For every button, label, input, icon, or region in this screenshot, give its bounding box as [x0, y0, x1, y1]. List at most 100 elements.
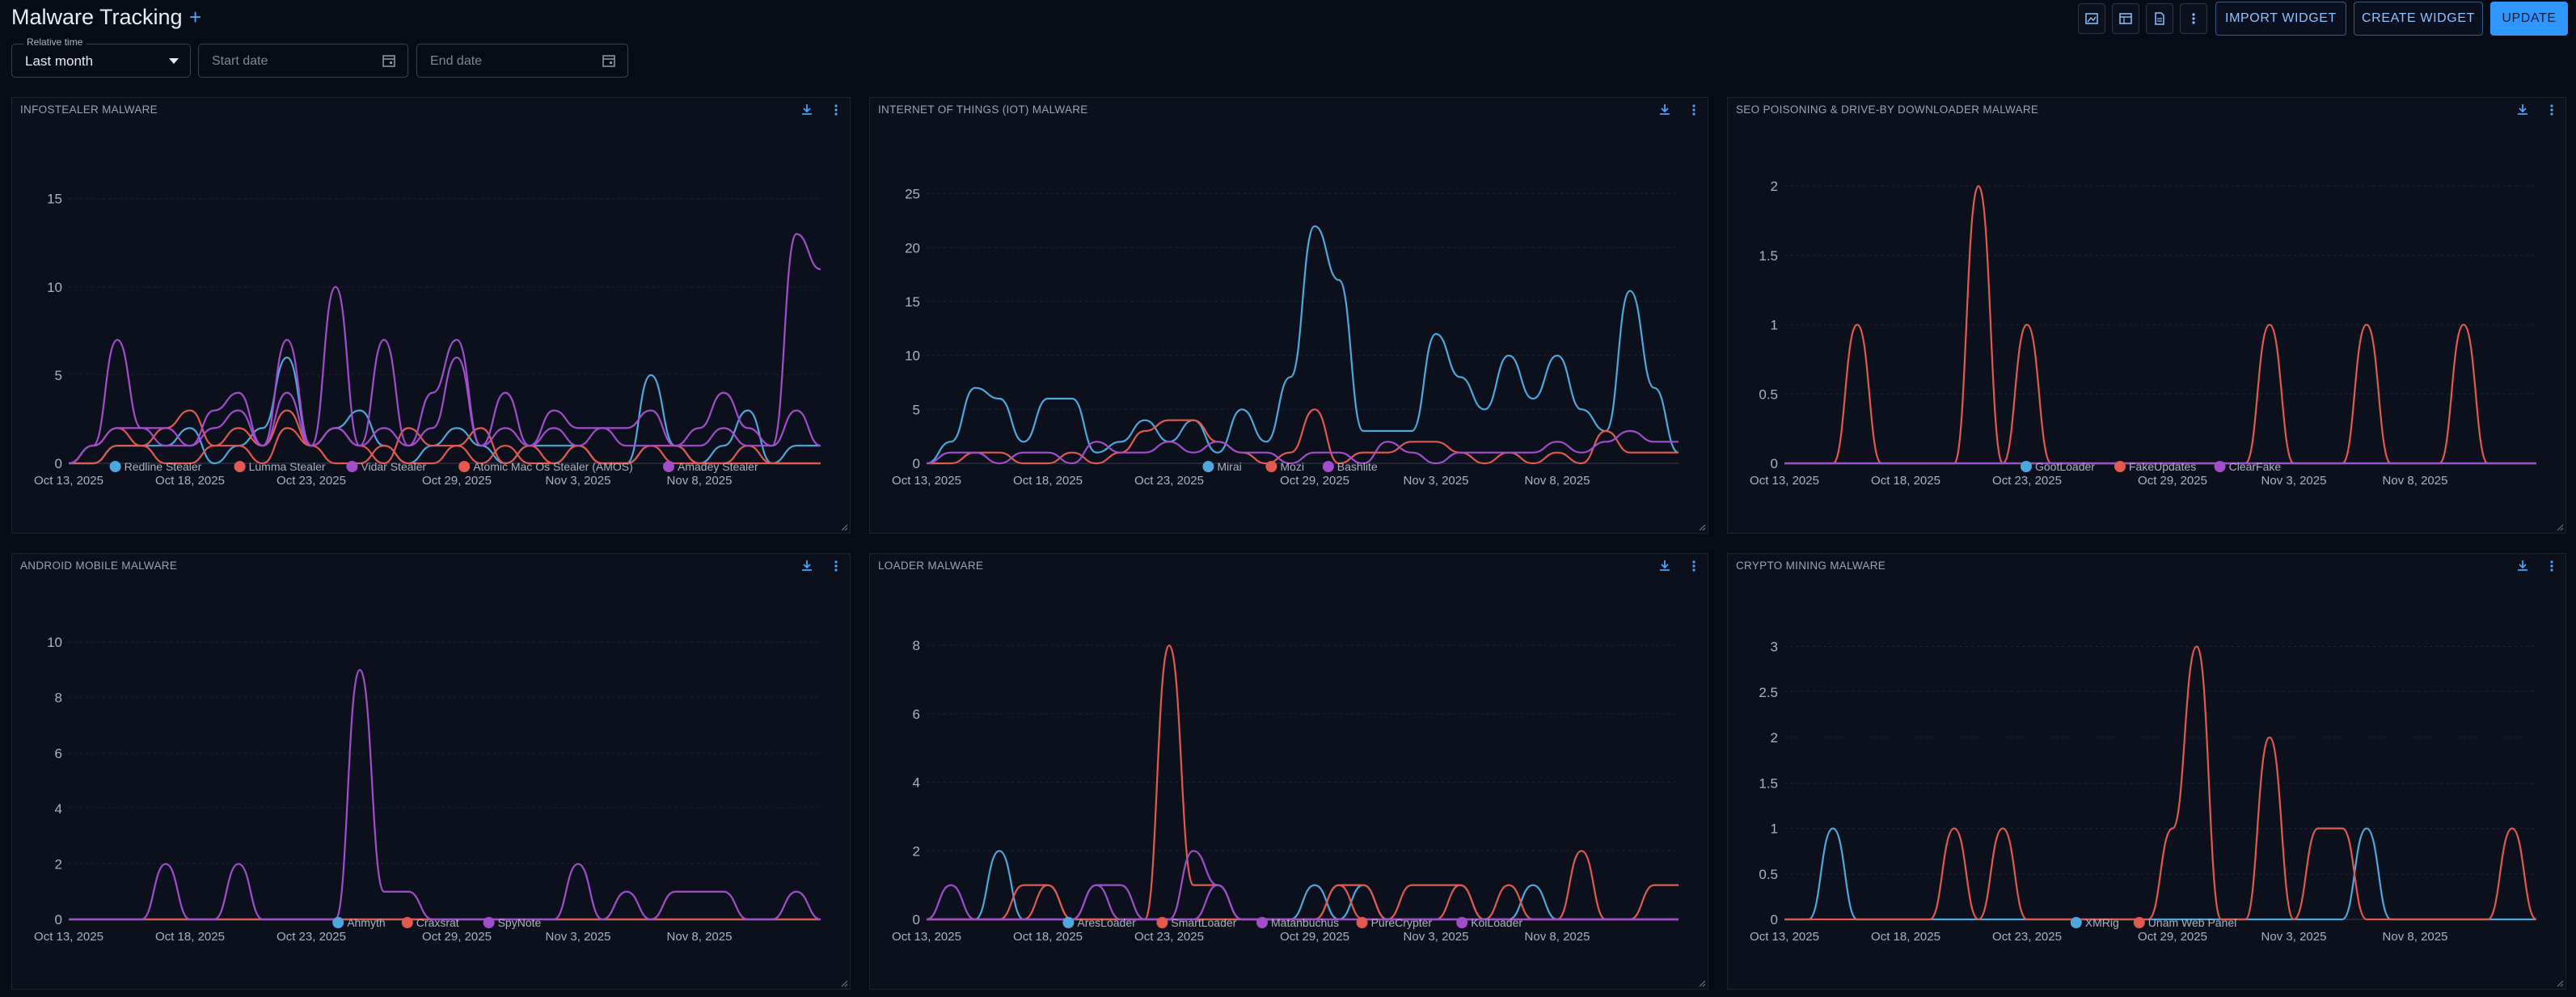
legend-swatch[interactable] [2070, 917, 2082, 928]
x-tick-label: Nov 3, 2025 [546, 474, 611, 488]
image-export-button[interactable] [2078, 3, 2105, 34]
series-line[interactable] [68, 356, 821, 465]
x-tick-label: Oct 29, 2025 [1280, 930, 1349, 944]
legend-label[interactable]: Mozi [1280, 460, 1304, 473]
legend-label[interactable]: Matanbuchus [1271, 916, 1339, 929]
series-line[interactable] [927, 884, 1679, 921]
add-dashboard-button[interactable]: + [189, 5, 202, 29]
legend-label[interactable]: KoiLoader [1471, 916, 1522, 929]
legend-label[interactable]: XMRig [2085, 916, 2119, 929]
series-line[interactable] [926, 225, 1679, 465]
series-line[interactable] [69, 356, 821, 465]
legend-swatch[interactable] [1265, 461, 1277, 472]
legend-swatch[interactable] [1456, 917, 1468, 928]
legend-label[interactable]: Mirai [1217, 460, 1241, 473]
y-tick-label: 4 [913, 775, 920, 791]
legend-swatch[interactable] [458, 461, 471, 472]
series-line[interactable] [1784, 645, 2537, 921]
legend-swatch[interactable] [2021, 461, 2032, 472]
relative-time-select[interactable]: Relative time Last month [11, 36, 191, 78]
download-icon[interactable] [2515, 103, 2530, 117]
more-vertical-icon[interactable] [829, 559, 843, 573]
download-icon[interactable] [800, 559, 814, 573]
y-tick-label: 20 [905, 240, 920, 256]
resize-handle-icon[interactable] [2556, 979, 2564, 987]
legend-label[interactable]: Amadey Stealer [678, 460, 758, 473]
download-icon[interactable] [800, 103, 814, 117]
seo-poisoning-chart: 0 0.5 1 1.5 2 Oct 13, 2025 Oct 18, 2025 Oct 23,… [1750, 179, 2536, 488]
relative-time-label: Relative time [23, 36, 87, 48]
legend-label[interactable]: Lumma Stealer [249, 460, 326, 473]
update-button[interactable]: UPDATE [2490, 2, 2568, 36]
create-widget-button[interactable]: CREATE WIDGET [2354, 2, 2483, 36]
more-options-button[interactable] [2180, 3, 2207, 34]
legend-label[interactable]: Craxsrat [416, 916, 459, 929]
y-tick-label: 8 [55, 691, 62, 706]
legend-swatch[interactable] [2114, 461, 2126, 472]
series-line[interactable] [926, 429, 1679, 465]
more-vertical-icon[interactable] [1687, 103, 1701, 117]
legend-swatch[interactable] [1202, 461, 1214, 472]
more-vertical-icon[interactable] [829, 103, 843, 117]
resize-handle-icon[interactable] [1698, 523, 1706, 531]
legend-label[interactable]: Ahmyth [347, 916, 385, 929]
import-widget-button[interactable]: IMPORT WIDGET [2215, 2, 2346, 36]
legend-swatch[interactable] [1322, 461, 1334, 472]
resize-handle-icon[interactable] [2556, 523, 2564, 531]
legend-label[interactable]: ClearFake [2229, 460, 2282, 473]
legend-swatch[interactable] [332, 917, 344, 928]
legend-swatch[interactable] [2133, 917, 2145, 928]
download-icon[interactable] [2515, 559, 2530, 573]
start-date-field[interactable]: Start date [198, 44, 408, 78]
y-tick-label: 0 [1771, 912, 1778, 927]
download-icon[interactable] [1658, 559, 1672, 573]
x-tick-label: Oct 13, 2025 [34, 474, 103, 488]
table-export-button[interactable] [2112, 3, 2139, 34]
calendar-icon[interactable] [382, 53, 396, 68]
more-vertical-icon[interactable] [2544, 559, 2559, 573]
legend-swatch[interactable] [1256, 917, 1268, 928]
table-export-icon [2119, 13, 2132, 24]
series-line[interactable] [68, 233, 821, 465]
more-vertical-icon[interactable] [2544, 103, 2559, 117]
y-tick-label: 0 [913, 456, 920, 471]
legend-label[interactable]: Redline Stealer [125, 460, 202, 473]
resize-handle-icon[interactable] [840, 979, 848, 987]
end-date-field[interactable]: End date [416, 44, 628, 78]
y-tick-label: 2 [55, 856, 62, 872]
legend-swatch[interactable] [109, 461, 121, 472]
legend-label[interactable]: PureCrypter [1371, 916, 1433, 929]
x-tick-label: Nov 8, 2025 [2383, 474, 2448, 488]
calendar-icon[interactable] [602, 53, 616, 68]
series-line[interactable] [69, 669, 821, 921]
legend-label[interactable]: SpyNote [498, 916, 542, 929]
legend-label[interactable]: FakeUpdates [2129, 460, 2196, 473]
series-line[interactable] [68, 409, 821, 465]
legend-swatch[interactable] [401, 917, 413, 928]
legend-swatch[interactable] [234, 461, 246, 472]
legend-swatch[interactable] [1062, 917, 1075, 928]
pdf-export-button[interactable] [2146, 3, 2173, 34]
legend-swatch[interactable] [1356, 917, 1368, 928]
legend-label[interactable]: Vidar Stealer [361, 460, 426, 473]
x-tick-label: Oct 18, 2025 [1013, 930, 1083, 944]
legend-label[interactable]: Unam Web Panel [2148, 916, 2236, 929]
legend-label[interactable]: Bashlite [1337, 460, 1378, 473]
legend-swatch[interactable] [663, 461, 674, 472]
legend-label[interactable]: AresLoader [1077, 916, 1136, 929]
y-tick-label: 0 [55, 456, 62, 471]
download-icon[interactable] [1658, 103, 1672, 117]
legend-swatch[interactable] [1156, 917, 1168, 928]
legend-swatch[interactable] [346, 461, 358, 472]
widget-crypto-mining: CRYPTO MINING MALWARE 0 0.5 1 1.5 2 2.5 3 Oct 1… [1727, 553, 2566, 990]
resize-handle-icon[interactable] [1698, 979, 1706, 987]
legend-label[interactable]: Atomic Mac Os Stealer (AMOS) [473, 460, 633, 473]
resize-handle-icon[interactable] [840, 523, 848, 531]
legend-swatch[interactable] [2214, 461, 2226, 472]
more-vertical-icon[interactable] [1687, 559, 1701, 573]
legend-label[interactable]: GootLoader [2035, 460, 2095, 473]
series-line[interactable] [927, 408, 1679, 465]
series-line[interactable] [69, 427, 821, 465]
legend-swatch[interactable] [483, 917, 495, 928]
legend-label[interactable]: SmartLoader [1171, 916, 1236, 929]
